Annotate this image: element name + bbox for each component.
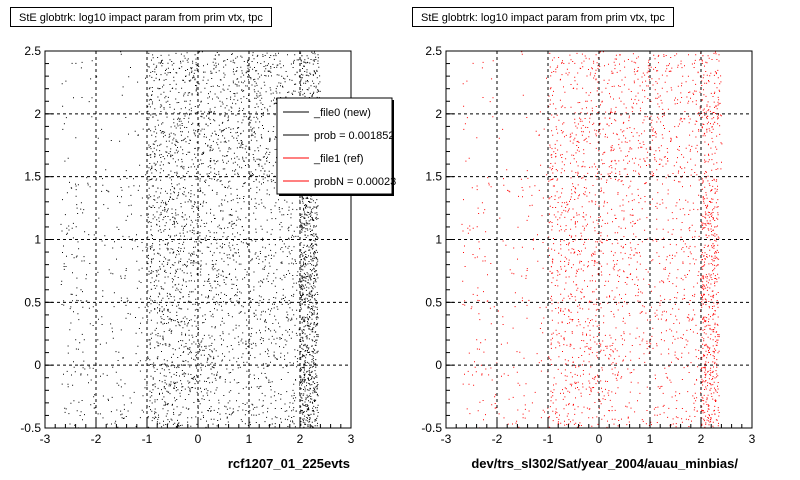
x-tick-label: -2 xyxy=(91,432,102,446)
x-tick-label: 2 xyxy=(297,432,304,446)
x-tick-label: -3 xyxy=(40,432,51,446)
y-tick-label: 1 xyxy=(435,233,442,247)
y-tick-label: -0.5 xyxy=(20,421,41,435)
y-tick-label: 0.5 xyxy=(24,295,41,309)
x-tick-label: -3 xyxy=(441,432,452,446)
y-tick-label: 0 xyxy=(34,358,41,372)
legend-entry-label: prob = 0.001852 xyxy=(314,130,394,142)
y-tick-label: 1.5 xyxy=(24,170,41,184)
x-tick-label: 3 xyxy=(348,432,355,446)
legend: _file0 (new) prob = 0.001852 _file1 (ref) p… xyxy=(277,98,396,196)
x-tick-label: 0 xyxy=(195,432,202,446)
x-tick-label: 0 xyxy=(596,432,603,446)
x-tick-label: -1 xyxy=(142,432,153,446)
y-tick-label: 2.5 xyxy=(24,44,41,58)
right-x-axis-label: dev/trs_sl302/Sat/year_2004/auau_minbias… xyxy=(471,456,738,471)
x-tick-label: 3 xyxy=(749,432,756,446)
y-tick-label: 2.5 xyxy=(425,44,442,58)
x-tick-label: -2 xyxy=(492,432,503,446)
y-tick-label: 1.5 xyxy=(425,170,442,184)
x-tick-label: 1 xyxy=(246,432,253,446)
y-tick-label: 0 xyxy=(435,358,442,372)
left-x-axis-label: rcf1207_01_225evts xyxy=(228,456,350,471)
y-tick-label: 2 xyxy=(34,107,41,121)
legend-entry-label: _file1 (ref) xyxy=(313,153,364,165)
x-tick-label: 1 xyxy=(647,432,654,446)
x-tick-label: 2 xyxy=(698,432,705,446)
y-tick-label: 0.5 xyxy=(425,295,442,309)
y-tick-label: 2 xyxy=(435,107,442,121)
right-scatter-panel: -3 -2 -1 0 1 2 3 -0.5 0 0.5 1 1.5 2 2.5 xyxy=(421,44,755,446)
x-tick-label: -1 xyxy=(543,432,554,446)
legend-entry-label: _file0 (new) xyxy=(313,107,371,119)
y-tick-label: 1 xyxy=(34,233,41,247)
legend-entry-label: probN = 0.00023 xyxy=(314,176,396,188)
y-tick-label: -0.5 xyxy=(421,421,442,435)
